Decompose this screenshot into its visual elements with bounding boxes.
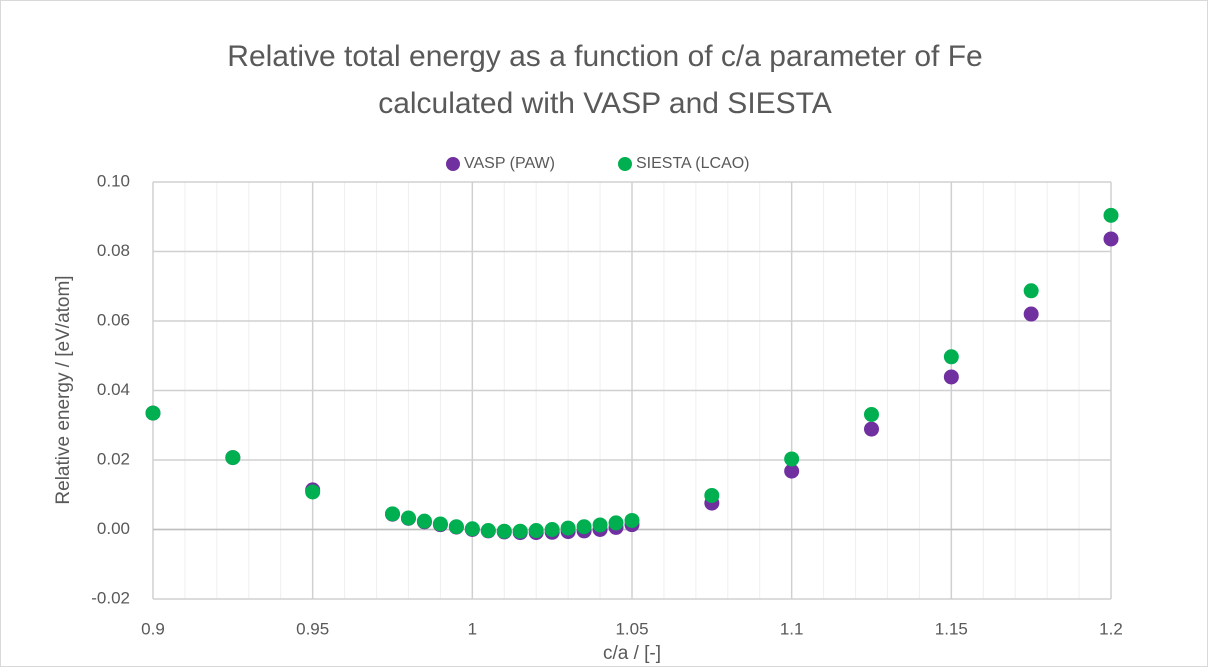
point <box>464 521 480 537</box>
y-tick-label: -0.02 <box>91 588 130 607</box>
point <box>544 522 560 537</box>
y-tick-label: 0.00 <box>97 519 130 538</box>
x-tick-label: 0.95 <box>296 619 329 638</box>
x-tick-label: 1.1 <box>780 619 804 638</box>
point <box>592 517 608 533</box>
point <box>480 523 496 539</box>
point <box>416 513 432 529</box>
point <box>1103 231 1119 247</box>
point <box>496 523 512 539</box>
point <box>528 523 544 539</box>
point <box>145 405 161 421</box>
point <box>225 450 241 466</box>
point <box>305 484 321 500</box>
y-tick-label: 0.06 <box>97 310 130 329</box>
legend-marker <box>618 157 632 171</box>
x-axis-label: c/a / [-] <box>603 643 661 664</box>
point <box>1103 207 1119 223</box>
point <box>512 523 528 539</box>
legend-label: SIESTA (LCAO) <box>636 155 750 172</box>
point <box>608 515 624 531</box>
x-tick-label: 1 <box>468 619 477 638</box>
point <box>385 506 400 522</box>
chart-title: Relative total energy as a function of c… <box>227 40 982 73</box>
point <box>704 487 720 503</box>
point <box>943 369 959 385</box>
point <box>1023 283 1039 299</box>
point <box>943 349 959 365</box>
legend-label: VASP (PAW) <box>464 155 555 172</box>
point <box>576 519 592 535</box>
point <box>1023 306 1039 322</box>
point <box>560 520 576 536</box>
point <box>432 516 448 532</box>
point <box>400 510 416 526</box>
y-tick-label: 0.08 <box>97 241 130 260</box>
legend-marker <box>446 157 460 171</box>
point <box>448 519 464 535</box>
y-tick-label: 0.02 <box>97 449 130 468</box>
point <box>624 512 640 528</box>
y-axis-label: Relative energy / [eV/atom] <box>53 275 74 504</box>
x-tick-label: 1.15 <box>935 619 968 638</box>
point <box>864 406 879 422</box>
y-tick-label: 0.04 <box>97 380 130 399</box>
point <box>784 463 800 479</box>
x-tick-label: 0.9 <box>141 619 165 638</box>
x-tick-label: 1.2 <box>1099 619 1123 638</box>
x-tick-label: 1.05 <box>615 619 648 638</box>
point <box>864 421 879 437</box>
chart-title: calculated with VASP and SIESTA <box>378 87 832 120</box>
point <box>784 451 800 467</box>
y-tick-label: 0.10 <box>97 171 130 190</box>
